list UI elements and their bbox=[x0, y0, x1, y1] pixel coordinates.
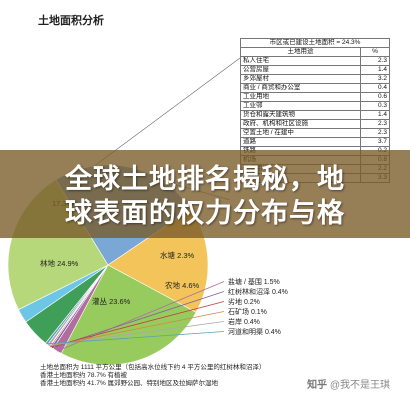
connector-line bbox=[94, 57, 241, 167]
table-cell-pct: 2.3 bbox=[360, 128, 390, 138]
headline-line-1: 全球土地排名揭秘，地 bbox=[65, 164, 345, 195]
table-cell-pct: 0.6 bbox=[360, 92, 390, 102]
table-cell-pct: 3.2 bbox=[360, 74, 390, 84]
table-row: 乡郊屋村 3.2 bbox=[240, 74, 390, 84]
slice-label-wood: 林地 24.9% bbox=[40, 258, 79, 268]
table-cell-use: 商业 / 商贸和办公室 bbox=[240, 83, 361, 93]
table-row: 道路 3.7 bbox=[240, 137, 390, 147]
callout-label-river: 河道和明渠 0.4% bbox=[228, 327, 281, 336]
slice-label-shrub: 灌丛 23.6% bbox=[92, 296, 131, 306]
callout-line bbox=[51, 291, 225, 349]
footnote: 香港土地面积约 41.7% 属郊野公园、特别地区及拉姆萨尔湿地 bbox=[40, 380, 219, 387]
footnotes: 土地总面积为 1111 平方公里（包括高水位线下约 4 平方公里的红树林和沼泽）… bbox=[40, 364, 265, 388]
headline-line-2: 球表面的权力分布与格 bbox=[65, 198, 345, 229]
callout-label-badland: 劣地 0.2% bbox=[228, 297, 260, 306]
table-cell-pct: 3.7 bbox=[360, 137, 390, 147]
table-cell-use: 工业用地 bbox=[240, 92, 361, 102]
callout-label-rocky: 岩岸 0.4% bbox=[228, 317, 260, 326]
table-caption: 市区或已建设土地面积 = 24.3% bbox=[240, 38, 390, 48]
zhihu-logo: 知乎 bbox=[307, 380, 328, 391]
table-cell-pct: 0.4 bbox=[360, 83, 390, 93]
table-cell-use: 空置土地 / 在建中 bbox=[240, 128, 361, 138]
table-cell-pct: 2.3 bbox=[360, 56, 390, 66]
table-cell-use: 道路 bbox=[240, 137, 361, 147]
table-header-pct: % bbox=[360, 47, 390, 57]
table-header-use: 土地用途 bbox=[240, 47, 361, 57]
callout-line bbox=[50, 301, 225, 348]
watermark: 知乎 @我不是王琪 bbox=[307, 376, 390, 391]
table-row: 货仓和露天建筑物 1.4 bbox=[240, 110, 390, 120]
table-cell-use: 工业邨 bbox=[240, 101, 361, 111]
slice-label-farm: 农地 4.6% bbox=[165, 280, 200, 290]
footnote: 香港土地面积约 78.7% 有植被 bbox=[40, 372, 128, 379]
table-cell-pct: 1.4 bbox=[360, 65, 390, 75]
table-cell-use: 政府、机构和社区设施 bbox=[240, 119, 361, 129]
slice-label-water: 水塘 2.3% bbox=[160, 250, 195, 260]
headline[interactable]: 全球土地排名揭秘，地 球表面的权力分布与格 bbox=[0, 163, 410, 231]
table-row: 空置土地 / 在建中 2.3 bbox=[240, 128, 390, 138]
table-row: 工业用地 0.6 bbox=[240, 92, 390, 102]
table-row: 公营房屋 1.4 bbox=[240, 65, 390, 75]
callout-line bbox=[46, 331, 225, 345]
table-cell-use: 公营房屋 bbox=[240, 65, 361, 75]
callout-label-mangrove: 红树林和沼泽 0.4% bbox=[228, 287, 288, 296]
callout-line bbox=[49, 311, 225, 347]
page-title: 土地面积分析 bbox=[38, 15, 104, 27]
table-cell-use: 乡郊屋村 bbox=[240, 74, 361, 84]
table-cell-pct: 0.3 bbox=[360, 101, 390, 111]
table-cell-use: 货仓和露天建筑物 bbox=[240, 110, 361, 120]
watermark-user: @我不是王琪 bbox=[329, 380, 390, 391]
table-row: 商业 / 商贸和办公室 0.4 bbox=[240, 83, 390, 93]
table-cell-pct: 1.4 bbox=[360, 110, 390, 120]
callout-label-quarry: 石矿场 0.1% bbox=[228, 307, 267, 316]
table-row: 政府、机构和社区设施 2.3 bbox=[240, 119, 390, 129]
table-cell-use: 私人住宅 bbox=[240, 56, 361, 66]
table-row: 工业邨 0.3 bbox=[240, 101, 390, 111]
headline-overlay bbox=[0, 150, 410, 238]
footnote: 土地总面积为 1111 平方公里（包括高水位线下约 4 平方公里的红树林和沼泽） bbox=[40, 364, 266, 371]
table-cell-pct: 2.3 bbox=[360, 119, 390, 129]
table-row: 私人住宅 2.3 bbox=[240, 56, 390, 66]
callout-label-saltpond: 盐塘 / 基围 1.5% bbox=[228, 277, 280, 286]
